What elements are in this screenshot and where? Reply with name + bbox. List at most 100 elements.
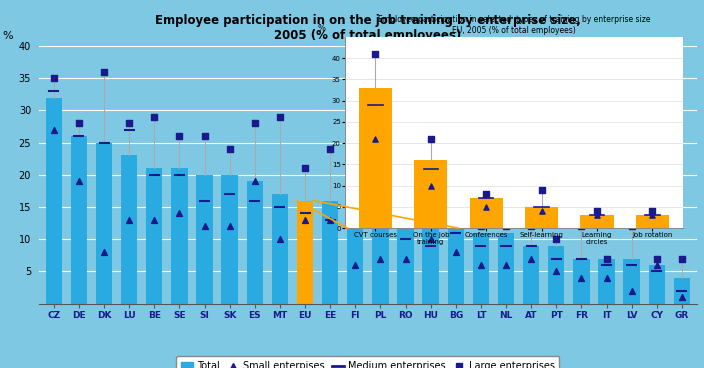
Point	[123, 120, 134, 126]
Point	[591, 212, 603, 218]
Bar	[46, 98, 62, 304]
Point	[174, 210, 185, 216]
Bar	[624, 258, 640, 304]
Point	[501, 223, 512, 229]
Point	[536, 187, 547, 193]
Text: %: %	[318, 24, 326, 33]
Point	[576, 223, 587, 229]
Bar	[372, 207, 389, 304]
Point	[647, 208, 658, 214]
Point	[73, 120, 84, 126]
Bar	[397, 213, 414, 304]
Point	[601, 255, 612, 261]
Point	[350, 165, 361, 171]
Point	[425, 183, 436, 188]
Point	[501, 262, 512, 268]
Point	[325, 146, 336, 152]
Point	[375, 165, 386, 171]
Bar	[498, 233, 514, 304]
Point	[275, 114, 286, 120]
Bar	[548, 246, 565, 304]
Title: Employee participation in selected  types of training by enterprise size
EU, 200: Employee participation in selected types…	[377, 15, 650, 35]
Point	[651, 255, 662, 261]
Bar	[472, 233, 489, 304]
Point	[536, 208, 547, 214]
Bar	[470, 198, 503, 228]
Bar	[171, 168, 187, 304]
Point	[249, 178, 260, 184]
Point	[677, 255, 688, 261]
Point	[425, 236, 436, 242]
Point	[525, 255, 536, 261]
Point	[626, 223, 637, 229]
Point	[199, 223, 210, 229]
Point	[149, 114, 160, 120]
Text: %: %	[3, 31, 13, 41]
Point	[591, 208, 603, 214]
Point	[375, 255, 386, 261]
Bar	[525, 207, 558, 228]
Point	[481, 204, 492, 210]
Point	[601, 275, 612, 281]
Point	[73, 178, 84, 184]
Bar	[222, 175, 238, 304]
Point	[626, 288, 637, 294]
Bar	[674, 278, 690, 304]
Point	[400, 255, 411, 261]
Bar	[347, 201, 363, 304]
Bar	[121, 155, 137, 304]
Point	[174, 133, 185, 139]
Point	[551, 269, 562, 275]
Point	[224, 223, 235, 229]
Point	[450, 249, 461, 255]
Bar	[297, 201, 313, 304]
Point	[525, 223, 536, 229]
Point	[576, 275, 587, 281]
Bar	[422, 220, 439, 304]
Point	[123, 217, 134, 223]
Point	[275, 236, 286, 242]
Point	[350, 262, 361, 268]
Title: Employee participation in on the job training by enterprise size,
2005 (% of tot: Employee participation in on the job tra…	[155, 14, 581, 42]
Point	[481, 191, 492, 197]
Bar	[272, 194, 288, 304]
Bar	[246, 181, 263, 304]
Bar	[523, 246, 539, 304]
Point	[149, 217, 160, 223]
Point	[99, 249, 110, 255]
Point	[249, 120, 260, 126]
Point	[99, 69, 110, 75]
Point	[400, 191, 411, 197]
Bar	[322, 201, 339, 304]
Bar	[648, 265, 665, 304]
Point	[475, 223, 486, 229]
Point	[651, 262, 662, 268]
Point	[370, 136, 381, 142]
Bar	[580, 215, 614, 228]
Point	[425, 136, 436, 142]
Legend: Total, Small enterpises, Medium enterprises, Large enterprises: Total, Small enterpises, Medium enterpri…	[176, 356, 560, 368]
Bar	[146, 168, 163, 304]
Bar	[414, 160, 448, 228]
Point	[325, 217, 336, 223]
Bar	[448, 226, 464, 304]
Bar	[636, 215, 669, 228]
Point	[475, 262, 486, 268]
Bar	[96, 142, 112, 304]
Point	[551, 236, 562, 242]
Point	[48, 127, 59, 132]
Point	[425, 198, 436, 204]
Point	[224, 146, 235, 152]
Bar	[598, 258, 615, 304]
Point	[299, 165, 310, 171]
Bar	[71, 136, 87, 304]
Point	[450, 198, 461, 204]
Point	[677, 294, 688, 300]
Point	[647, 212, 658, 218]
Bar	[196, 175, 213, 304]
Bar	[573, 258, 589, 304]
Point	[48, 75, 59, 81]
Point	[299, 217, 310, 223]
Bar	[359, 88, 392, 228]
Point	[199, 133, 210, 139]
